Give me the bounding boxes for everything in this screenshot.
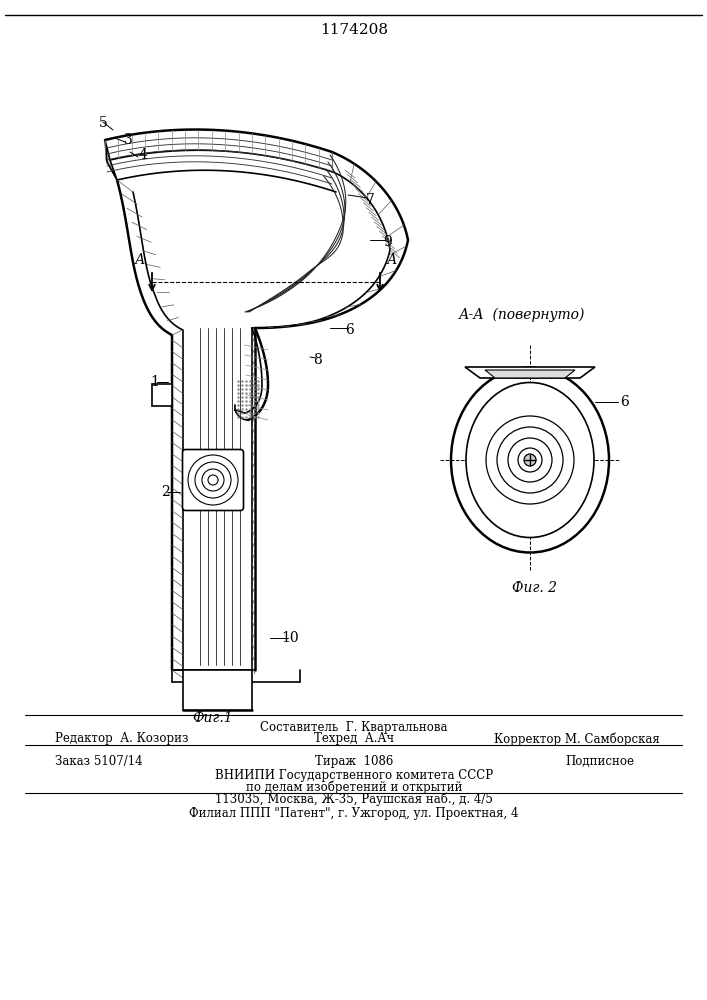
- Text: Подписное: Подписное: [566, 755, 634, 768]
- Text: 113035, Москва, Ж-35, Раушская наб., д. 4/5: 113035, Москва, Ж-35, Раушская наб., д. …: [215, 793, 493, 806]
- Text: Редактор  А. Козориз: Редактор А. Козориз: [55, 732, 189, 745]
- Circle shape: [524, 454, 536, 466]
- Text: 5: 5: [98, 116, 107, 130]
- Text: по делам изобретений и открытий: по делам изобретений и открытий: [246, 781, 462, 794]
- Text: Филиал ППП "Патент", г. Ужгород, ул. Проектная, 4: Филиал ППП "Патент", г. Ужгород, ул. Про…: [189, 807, 519, 820]
- Text: Фиг.1: Фиг.1: [193, 711, 233, 725]
- Text: 6: 6: [346, 323, 354, 337]
- Polygon shape: [183, 670, 252, 710]
- Text: 2: 2: [160, 485, 170, 499]
- Text: 9: 9: [384, 235, 392, 249]
- Text: 8: 8: [314, 353, 322, 367]
- Text: А-А  (повернуто): А-А (повернуто): [459, 308, 585, 322]
- Text: А: А: [134, 253, 145, 267]
- Text: 4: 4: [139, 148, 148, 162]
- Text: Составитель  Г. Квартальнова: Составитель Г. Квартальнова: [260, 720, 448, 734]
- Polygon shape: [105, 140, 117, 180]
- Polygon shape: [152, 384, 172, 406]
- FancyBboxPatch shape: [182, 450, 243, 510]
- Polygon shape: [465, 367, 595, 378]
- Text: Корректор М. Самборская: Корректор М. Самборская: [494, 732, 660, 746]
- Text: 3: 3: [124, 133, 132, 147]
- Polygon shape: [485, 370, 575, 378]
- Text: 10: 10: [281, 631, 299, 645]
- Text: А: А: [387, 253, 397, 267]
- Text: 1: 1: [151, 375, 160, 389]
- Text: Техред  А.Ач: Техред А.Ач: [314, 732, 394, 745]
- Text: 6: 6: [620, 395, 629, 409]
- Text: 1174208: 1174208: [320, 23, 388, 37]
- Text: ВНИИПИ Государственного комитета СССР: ВНИИПИ Государственного комитета СССР: [215, 769, 493, 782]
- Text: Тираж  1086: Тираж 1086: [315, 755, 393, 768]
- Ellipse shape: [466, 382, 594, 538]
- Text: 7: 7: [366, 193, 375, 207]
- Text: Фиг. 2: Фиг. 2: [513, 581, 558, 595]
- Ellipse shape: [451, 367, 609, 552]
- Text: Заказ 5107/14: Заказ 5107/14: [55, 755, 143, 768]
